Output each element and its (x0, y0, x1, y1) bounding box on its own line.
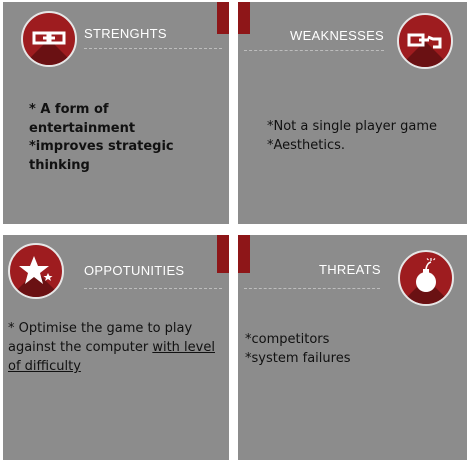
threats-title: THREATS (319, 262, 381, 277)
strengths-text: * A form of entertainment *improves stra… (29, 101, 174, 175)
weaknesses-line-2: *Aesthetics. (267, 138, 346, 153)
strengths-title: STRENGHTS (84, 26, 167, 41)
threats-divider (244, 288, 380, 289)
opportunities-line-1: * Optimise the game to play (8, 321, 193, 336)
opportunities-line-2: against the computer with level (8, 338, 215, 357)
center-tab-top-left (217, 2, 229, 34)
chain-link-icon (21, 11, 77, 67)
broken-link-icon (397, 13, 453, 69)
opportunities-line-2-plain: against the computer (8, 340, 149, 355)
opportunities-text: * Optimise the game to play against the … (8, 319, 215, 376)
weaknesses-title: WEAKNESSES (290, 28, 385, 43)
strengths-line-3: *improves strategic (29, 139, 174, 154)
strengths-line-1: * A form of (29, 102, 109, 117)
center-tab-top-right (238, 2, 250, 34)
threats-text: *competitors *system failures (245, 330, 350, 368)
strengths-divider (84, 48, 222, 49)
strengths-line-2: entertainment (29, 120, 136, 136)
opportunities-line-3: of difficulty (8, 359, 81, 374)
center-tab-bottom-right (238, 235, 250, 273)
opportunities-title: OPPOTUNITIES (84, 263, 185, 278)
bomb-icon (398, 250, 454, 306)
strengths-line-4: thinking (29, 157, 90, 173)
threats-line-1: *competitors (245, 332, 330, 347)
opportunities-line-2-underlined: with level (152, 340, 215, 355)
star-icon (8, 243, 64, 299)
center-tab-bottom-left (217, 235, 229, 273)
weaknesses-text: *Not a single player game *Aesthetics. (267, 117, 437, 155)
threats-line-2: *system failures (245, 351, 351, 366)
opportunities-divider (84, 288, 222, 289)
weaknesses-divider (244, 50, 384, 51)
weaknesses-line-1: *Not a single player game (267, 119, 438, 134)
